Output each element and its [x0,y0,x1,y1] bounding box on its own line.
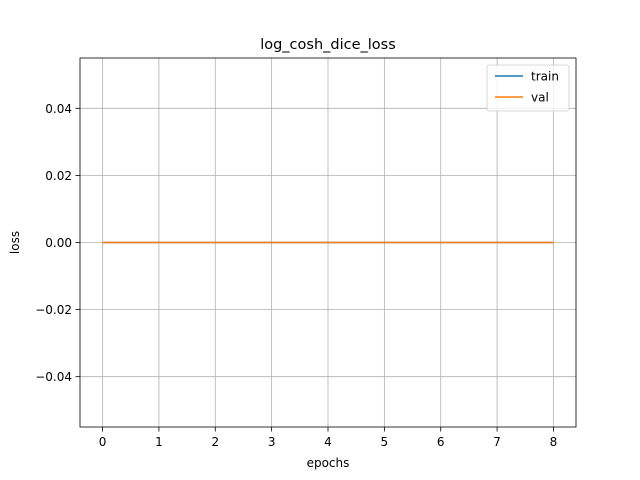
y-axis-label: loss [8,231,22,254]
legend: train val [486,64,570,112]
x-tick-label: 6 [437,435,445,449]
chart-title: log_cosh_dice_loss [260,37,396,53]
x-tick-label: 2 [211,435,219,449]
legend-label-train: train [531,70,559,84]
y-axis-ticks: −0.04 −0.02 0.00 0.02 0.04 [35,102,80,384]
x-axis-label: epochs [307,456,350,470]
x-tick-label: 1 [155,435,163,449]
y-tick-label: 0.04 [45,102,72,116]
y-tick-label: −0.04 [35,370,72,384]
legend-label-val: val [531,91,549,105]
y-tick-label: 0.00 [45,236,72,250]
y-tick-label: −0.02 [35,303,72,317]
x-tick-label: 7 [493,435,501,449]
x-tick-label: 3 [268,435,276,449]
x-tick-label: 4 [324,435,332,449]
y-tick-label: 0.02 [45,169,72,183]
x-tick-label: 8 [550,435,558,449]
x-tick-label: 5 [381,435,389,449]
x-axis-ticks: 0 1 2 3 4 5 6 7 8 [99,427,558,449]
x-tick-label: 0 [99,435,107,449]
